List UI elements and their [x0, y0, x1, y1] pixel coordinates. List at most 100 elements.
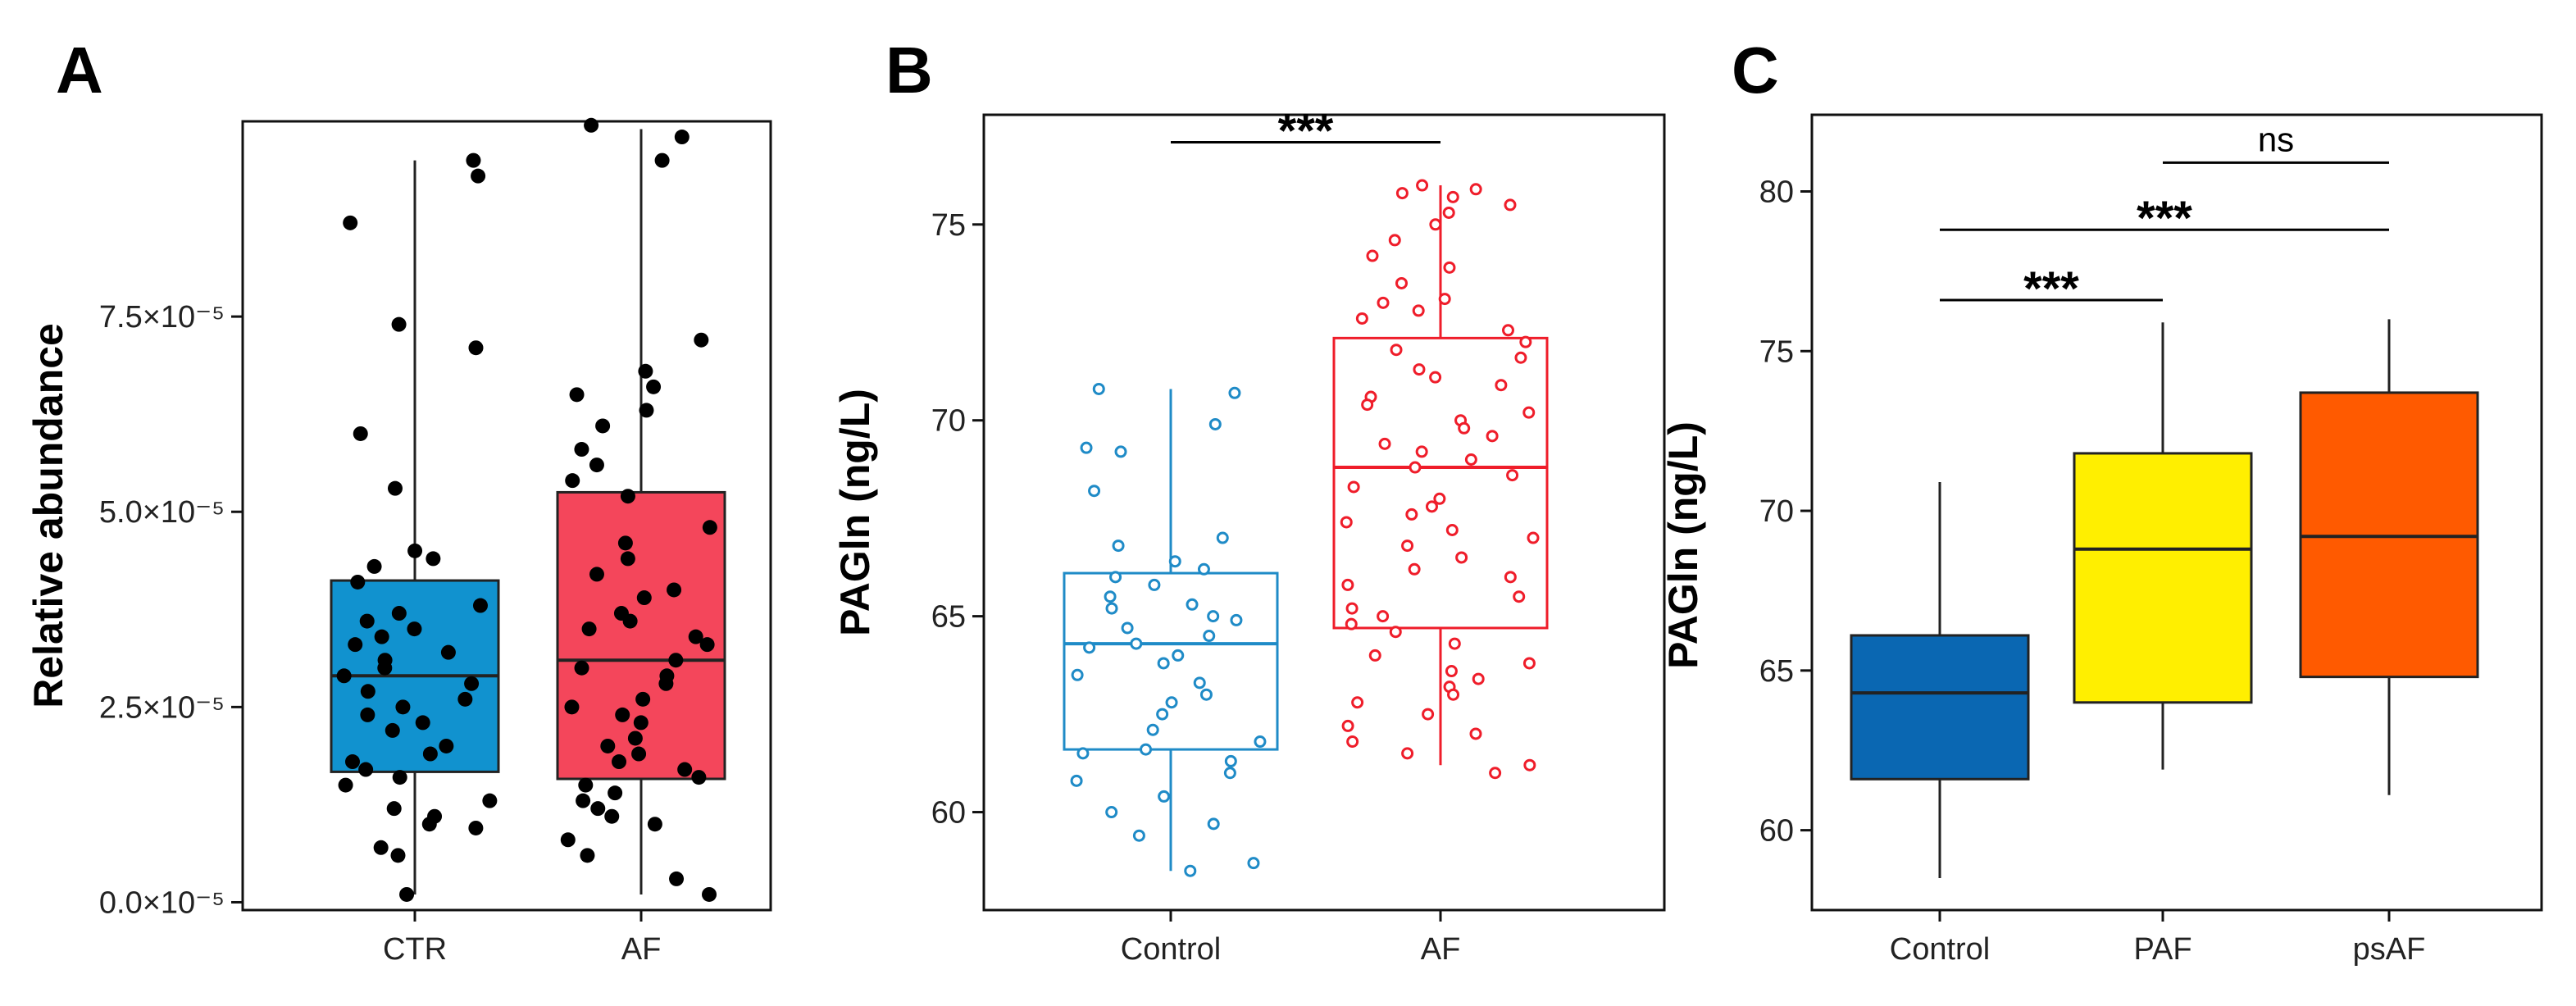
- data-point: [1442, 206, 1455, 219]
- data-point: [667, 582, 682, 598]
- data-point: [1165, 696, 1178, 709]
- data-point: [1401, 747, 1414, 760]
- data-point: [1412, 304, 1425, 317]
- panel-letter-a: A: [56, 34, 103, 107]
- data-point: [620, 489, 635, 504]
- data-point: [1088, 485, 1101, 498]
- data-point: [1105, 602, 1118, 615]
- data-point: [1464, 453, 1477, 466]
- data-point: [457, 691, 473, 707]
- data-point: [699, 637, 715, 653]
- data-point: [565, 473, 580, 489]
- data-point: [1366, 249, 1379, 262]
- data-point: [1519, 335, 1532, 348]
- data-point: [1184, 864, 1197, 877]
- data-point: [581, 621, 597, 637]
- significance-label: ***: [2023, 262, 2079, 316]
- data-point: [677, 762, 693, 777]
- data-point: [399, 886, 415, 902]
- data-point: [1140, 743, 1153, 756]
- data-point: [647, 817, 662, 832]
- data-point: [1405, 508, 1418, 521]
- data-point: [668, 653, 684, 668]
- data-point: [1224, 754, 1237, 767]
- data-point: [1355, 312, 1368, 325]
- x-tick-label: AF: [621, 932, 662, 967]
- panel-letter-b: B: [885, 34, 933, 107]
- data-point: [564, 699, 580, 715]
- box-control: [1063, 571, 1279, 751]
- data-point: [1146, 723, 1159, 736]
- data-point: [590, 801, 606, 817]
- data-point: [633, 715, 649, 731]
- data-point: [1158, 790, 1171, 803]
- data-point: [1443, 261, 1456, 274]
- data-point: [1197, 562, 1210, 576]
- data-point: [386, 801, 402, 817]
- data-point: [1156, 708, 1169, 721]
- data-point: [426, 551, 441, 567]
- data-point: [694, 332, 709, 348]
- data-point: [1377, 296, 1390, 309]
- data-point: [366, 558, 382, 574]
- data-point: [421, 817, 437, 832]
- data-point: [638, 363, 653, 379]
- data-point: [688, 629, 703, 644]
- data-point: [1071, 668, 1084, 681]
- data-point: [336, 668, 352, 684]
- data-point: [1080, 441, 1093, 454]
- data-point: [1408, 562, 1421, 576]
- data-point: [639, 403, 654, 418]
- data-point: [1395, 276, 1408, 289]
- data-point: [617, 535, 633, 551]
- data-point: [1446, 190, 1459, 203]
- data-point: [674, 130, 690, 145]
- data-point: [1409, 461, 1422, 474]
- y-tick-label: 70: [931, 404, 966, 439]
- x-tick-label: Control: [1121, 932, 1222, 967]
- x-tick-label: PAF: [2133, 932, 2191, 967]
- data-point: [1415, 445, 1428, 458]
- data-point: [1378, 437, 1391, 450]
- data-point: [1504, 198, 1517, 212]
- data-point: [622, 613, 638, 629]
- data-point: [654, 152, 670, 168]
- x-tick-label: psAF: [2353, 932, 2426, 967]
- significance-label: ***: [2137, 192, 2192, 245]
- data-point: [1438, 293, 1451, 306]
- data-point: [600, 738, 616, 753]
- data-point: [1445, 524, 1459, 537]
- data-point: [377, 660, 393, 676]
- data-point: [1341, 719, 1354, 732]
- data-point: [374, 629, 389, 644]
- data-point: [1368, 649, 1381, 662]
- data-point: [1504, 571, 1517, 584]
- y-tick-label: 60: [1759, 814, 1794, 849]
- data-point: [1148, 578, 1161, 591]
- data-point: [1186, 598, 1199, 611]
- data-point: [466, 152, 481, 168]
- y-tick-label: 65: [931, 600, 966, 635]
- data-point: [576, 793, 591, 808]
- box-paf: [2073, 452, 2253, 704]
- data-point: [1433, 492, 1446, 505]
- data-point: [439, 738, 454, 753]
- data-point: [1429, 218, 1442, 231]
- data-point: [584, 117, 599, 133]
- data-point: [422, 746, 438, 762]
- data-point: [1104, 590, 1117, 603]
- plot-frame: [241, 120, 772, 912]
- box-af: [1332, 336, 1549, 630]
- data-point: [1203, 630, 1216, 643]
- data-point: [1445, 665, 1458, 678]
- data-point: [1208, 417, 1222, 430]
- x-tick-label: CTR: [383, 932, 447, 967]
- data-point: [395, 699, 411, 715]
- data-point: [1472, 672, 1485, 685]
- data-point: [1112, 539, 1125, 553]
- panel-c: 60 65 70 75 80 PAGln (ng/L) Control PAF psAF *** *…: [1660, 113, 2543, 967]
- y-axis-title: Relative abundance: [25, 323, 71, 708]
- data-point: [464, 676, 480, 691]
- data-point: [574, 442, 589, 457]
- data-point: [604, 808, 620, 824]
